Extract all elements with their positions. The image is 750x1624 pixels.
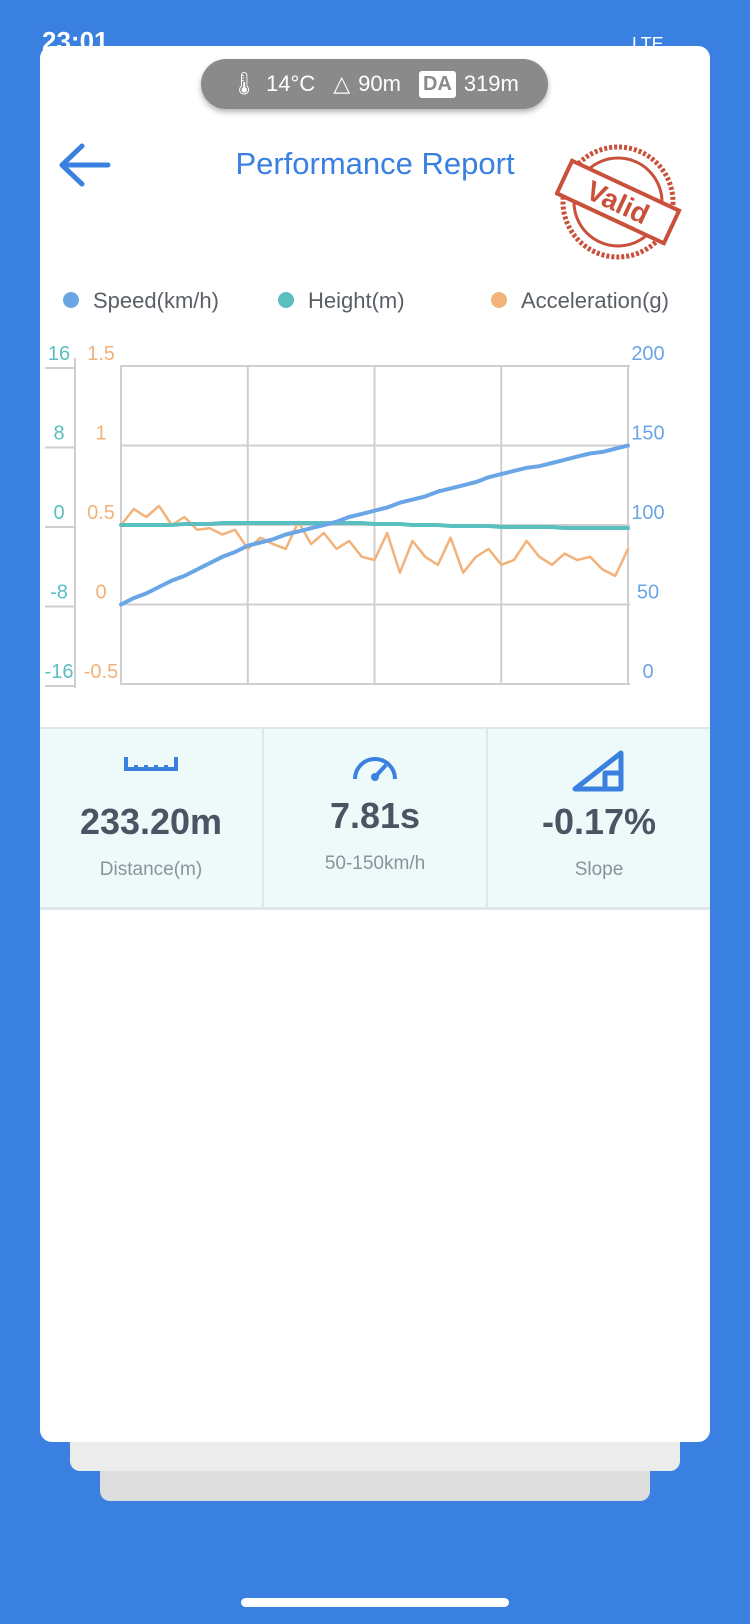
y3-tick-label: 0 [95, 582, 106, 604]
y2-tick-label: 200 [631, 343, 664, 365]
legend-dot [491, 292, 507, 308]
series-line [119, 521, 630, 530]
back-button[interactable] [58, 140, 112, 190]
legend-dot [63, 292, 79, 308]
y2-tick-label: 50 [637, 582, 659, 604]
icon-shape [572, 750, 624, 792]
da-badge: DA [418, 70, 456, 98]
icon-shape [353, 757, 397, 780]
thermometer-icon: 🌡 [230, 71, 259, 96]
icon-shape [124, 757, 178, 771]
series-line [119, 443, 630, 607]
back-arrow [59, 143, 111, 187]
icon-shape [572, 750, 624, 792]
y-tick-label: 0 [53, 502, 64, 524]
y3-tick-label: 0.5 [87, 502, 115, 524]
stat-label: Distance(m) [99, 859, 203, 880]
density-altitude: 319m [463, 71, 519, 96]
stat-label: Slope [574, 859, 624, 880]
stat-value: 7.81s [329, 795, 421, 836]
chart: Speed(km/h) Height(m) Acceleration(g)1.510… [45, 288, 669, 688]
stat-tile: 233.20m Distance(m) [40, 729, 264, 907]
y-tick-label: -8 [50, 582, 68, 604]
altitude: 90m [358, 71, 401, 96]
icon-shape [124, 757, 178, 771]
icon-shape [371, 773, 379, 781]
stat-value: 233.20m [79, 801, 223, 842]
y3-tick-label: 1.5 [87, 343, 115, 365]
stats-panel: 233.20m Distance(m) 7.81s 50-150km/h -0.17% S… [40, 727, 710, 910]
stamp-ring [560, 144, 676, 260]
stat-label: 50-150km/h [324, 853, 426, 874]
legend-label: Speed(km/h) [93, 288, 219, 313]
page-title: Performance Report [235, 146, 515, 181]
legend-label: Acceleration(g) [521, 288, 669, 313]
y-tick-label: -16 [45, 661, 74, 683]
temperature: 14°C [266, 71, 316, 96]
stat-value: -0.17% [541, 801, 657, 842]
mountain-icon: △ [333, 71, 351, 96]
stat-icon [571, 747, 627, 798]
conditions-pill: 🌡 14°C △ 90m DA 319m [201, 59, 548, 109]
y-tick-label: 8 [53, 423, 64, 445]
icon-shape [353, 757, 397, 781]
stat-icon [350, 747, 400, 788]
series-line [119, 504, 630, 578]
stat-tile: -0.17% Slope [488, 729, 710, 907]
valid-stamp: Valid [555, 144, 682, 260]
y3-tick-label: 1 [95, 423, 106, 445]
y-tick-label: 16 [48, 343, 70, 365]
y2-tick-label: 100 [631, 502, 664, 524]
legend-dot [278, 292, 294, 308]
y2-tick-label: 150 [631, 423, 664, 445]
home-indicator [241, 1598, 509, 1607]
stat-tile: 7.81s 50-150km/h [264, 729, 488, 907]
stat-icon [121, 747, 181, 782]
y2-tick-label: 0 [642, 661, 653, 683]
legend-label: Height(m) [308, 288, 405, 313]
stamp-band [555, 158, 682, 246]
y3-tick-label: -0.5 [84, 661, 118, 683]
